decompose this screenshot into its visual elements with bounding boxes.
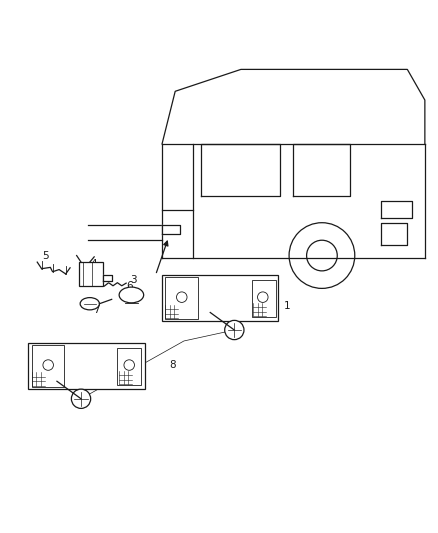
Circle shape — [71, 389, 91, 408]
Polygon shape — [103, 275, 112, 280]
Ellipse shape — [119, 287, 144, 303]
Bar — [117, 348, 141, 385]
Text: 7: 7 — [93, 305, 100, 316]
Ellipse shape — [80, 297, 99, 310]
Bar — [28, 343, 145, 389]
Bar — [162, 275, 278, 321]
Circle shape — [225, 320, 244, 340]
Polygon shape — [162, 225, 180, 233]
Text: 3: 3 — [130, 274, 137, 285]
Text: 4: 4 — [91, 260, 98, 269]
Bar — [252, 280, 276, 317]
Text: 1: 1 — [283, 301, 290, 311]
Text: 8: 8 — [170, 360, 177, 370]
Text: 5: 5 — [42, 251, 49, 261]
Bar — [79, 262, 103, 286]
Text: 6: 6 — [126, 281, 133, 291]
Bar — [165, 278, 198, 319]
Text: 2: 2 — [64, 367, 71, 377]
Bar — [32, 345, 64, 387]
